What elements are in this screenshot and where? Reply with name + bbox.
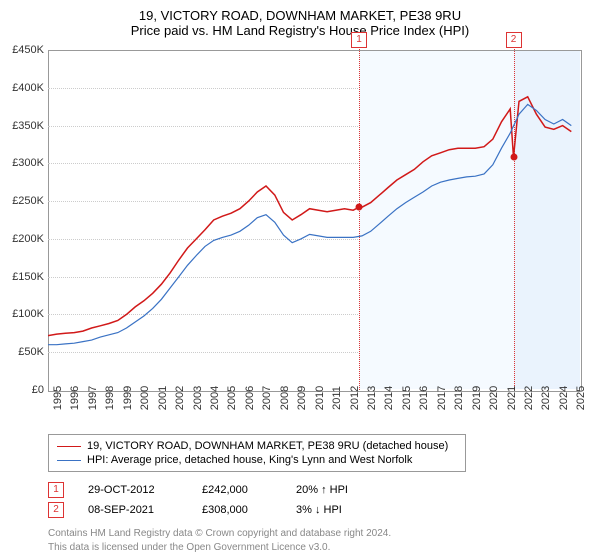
footer-line: Contains HM Land Registry data © Crown c…: [48, 528, 391, 539]
chart-container: 19, VICTORY ROAD, DOWNHAM MARKET, PE38 9…: [0, 0, 600, 560]
footer-line: This data is licensed under the Open Gov…: [48, 542, 330, 553]
legend-swatch: [57, 446, 81, 447]
sale-price: £242,000: [202, 484, 272, 496]
sale-row: 1 29-OCT-2012 £242,000 20% ↑ HPI: [48, 482, 348, 498]
legend-item: HPI: Average price, detached house, King…: [57, 453, 457, 467]
legend-label: 19, VICTORY ROAD, DOWNHAM MARKET, PE38 9…: [87, 440, 448, 452]
legend-label: HPI: Average price, detached house, King…: [87, 454, 412, 466]
legend: 19, VICTORY ROAD, DOWNHAM MARKET, PE38 9…: [48, 434, 466, 472]
sale-date: 29-OCT-2012: [88, 484, 178, 496]
line-series: [48, 50, 580, 390]
sale-marker-box: 2: [48, 502, 64, 518]
legend-item: 19, VICTORY ROAD, DOWNHAM MARKET, PE38 9…: [57, 439, 457, 453]
sale-date: 08-SEP-2021: [88, 504, 178, 516]
sale-row: 2 08-SEP-2021 £308,000 3% ↓ HPI: [48, 502, 342, 518]
sale-price: £308,000: [202, 504, 272, 516]
legend-swatch: [57, 460, 81, 461]
sale-marker-box: 1: [48, 482, 64, 498]
sale-delta: 20% ↑ HPI: [296, 484, 348, 496]
chart-title: 19, VICTORY ROAD, DOWNHAM MARKET, PE38 9…: [0, 0, 600, 23]
sale-delta: 3% ↓ HPI: [296, 504, 342, 516]
